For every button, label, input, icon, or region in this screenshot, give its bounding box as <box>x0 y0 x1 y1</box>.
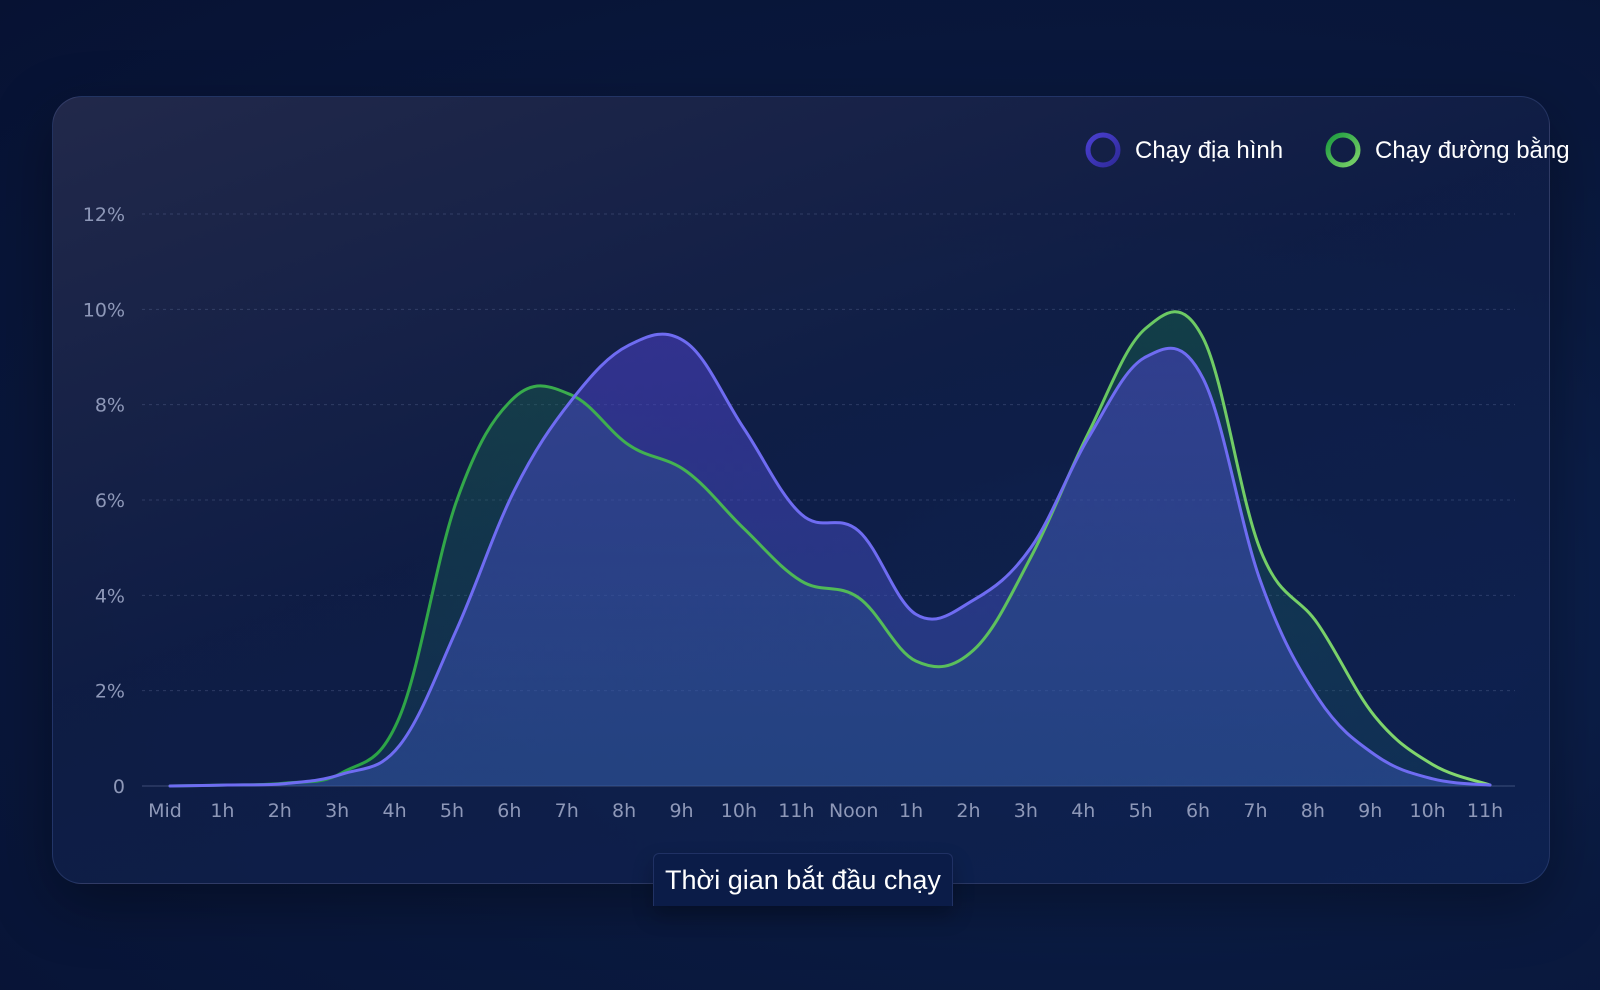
y-tick-label: 12% <box>83 204 125 226</box>
legend-item-road: Chạy đường bằng <box>1325 132 1570 168</box>
legend-label-road: Chạy đường bằng <box>1375 137 1570 164</box>
x-tick-label: 6h <box>497 800 521 822</box>
line-road <box>168 310 1492 788</box>
line-trail <box>168 332 1492 788</box>
legend-label-trail: Chạy địa hình <box>1135 137 1283 164</box>
x-tick-label: Mid <box>148 800 182 822</box>
legend-ring-road-icon <box>1325 132 1361 168</box>
x-tick-label: 8h <box>612 800 636 822</box>
x-tick-label: 2h <box>956 800 980 822</box>
x-tick-label: 1h <box>210 800 234 822</box>
area-trail <box>170 334 1490 786</box>
x-tick-label: 3h <box>325 800 349 822</box>
y-tick-label: 10% <box>83 299 125 321</box>
x-tick-label: 6h <box>1186 800 1210 822</box>
x-tick-label: 10h <box>721 800 757 822</box>
x-tick-label: 11h <box>778 800 814 822</box>
legend: Chạy địa hình Chạy đường bằng <box>1085 132 1570 168</box>
x-tick-label: 5h <box>440 800 464 822</box>
y-tick-label: 0 <box>113 776 125 798</box>
legend-item-trail: Chạy địa hình <box>1085 132 1283 168</box>
y-tick-label: 8% <box>95 395 125 417</box>
x-tick-label: 9h <box>1358 800 1382 822</box>
y-tick-label: 6% <box>95 490 125 512</box>
x-tick-label: 1h <box>899 800 923 822</box>
x-tick-label: 7h <box>555 800 579 822</box>
x-tick-label: Noon <box>829 800 879 822</box>
x-tick-label: 2h <box>268 800 292 822</box>
x-tick-label: 9h <box>669 800 693 822</box>
series-areas <box>170 311 1490 786</box>
y-axis-ticks: 0 2% 4% 6% 8% 10% 12% <box>83 204 125 798</box>
x-tick-label: 3h <box>1014 800 1038 822</box>
x-tick-label: 7h <box>1243 800 1267 822</box>
x-tick-label: 10h <box>1409 800 1445 822</box>
x-axis-label: Thời gian bắt đầu chạy <box>653 853 953 906</box>
legend-ring-trail-icon <box>1085 132 1121 168</box>
x-tick-label: 5h <box>1129 800 1153 822</box>
x-tick-label: 11h <box>1467 800 1503 822</box>
series-lines <box>168 310 1492 788</box>
x-tick-label: 4h <box>382 800 406 822</box>
y-tick-label: 2% <box>95 681 125 703</box>
y-tick-label: 4% <box>95 585 125 607</box>
x-tick-label: 8h <box>1301 800 1325 822</box>
x-axis-ticks: Mid 1h 2h 3h 4h 5h 6h 7h 8h 9h 10h 11h Noon 1h 2h 3h 4h 5… <box>148 800 1503 822</box>
x-tick-label: 4h <box>1071 800 1095 822</box>
